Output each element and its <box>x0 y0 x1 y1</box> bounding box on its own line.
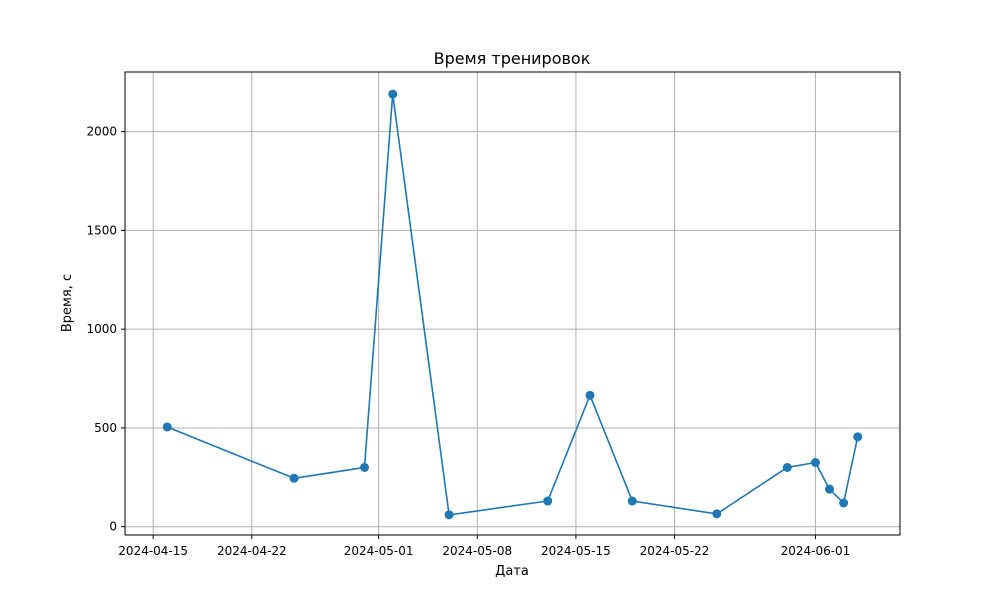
y-axis-label: Время, с <box>60 274 75 332</box>
data-point <box>585 390 595 400</box>
y-tick-label: 1500 <box>86 223 117 237</box>
data-point <box>360 462 370 472</box>
data-point <box>853 432 863 442</box>
series-line <box>166 93 859 516</box>
data-point <box>825 484 835 494</box>
data-point <box>810 458 820 468</box>
x-tick-label: 2024-04-15 <box>118 544 188 558</box>
plot-frame <box>124 71 901 536</box>
data-point <box>444 510 454 520</box>
x-tick-label: 2024-06-01 <box>781 544 851 558</box>
y-tick-label: 1000 <box>86 322 117 336</box>
data-point <box>782 462 792 472</box>
data-point <box>712 509 722 519</box>
ticks: 2024-04-15 2024-04-22 2024-05-01 2024-05-08… <box>86 125 850 558</box>
plot-area <box>125 72 900 535</box>
y-tick-label: 2000 <box>86 125 117 139</box>
series-layer <box>162 89 863 520</box>
data-point <box>627 496 637 506</box>
grid <box>125 72 900 535</box>
x-tick-label: 2024-04-22 <box>217 544 287 558</box>
chart-title: Время тренировок <box>434 49 591 68</box>
y-tick-label: 500 <box>94 421 117 435</box>
data-point <box>162 422 172 432</box>
x-tick-label: 2024-05-01 <box>344 544 414 558</box>
x-tick-label: 2024-05-15 <box>541 544 611 558</box>
y-tick-label: 0 <box>109 520 117 534</box>
data-point <box>543 496 553 506</box>
data-point <box>388 89 398 99</box>
data-point <box>289 473 299 483</box>
x-tick-label: 2024-05-08 <box>442 544 512 558</box>
x-axis-label: Дата <box>495 564 529 579</box>
data-point <box>839 498 849 508</box>
x-tick-label: 2024-05-22 <box>640 544 710 558</box>
